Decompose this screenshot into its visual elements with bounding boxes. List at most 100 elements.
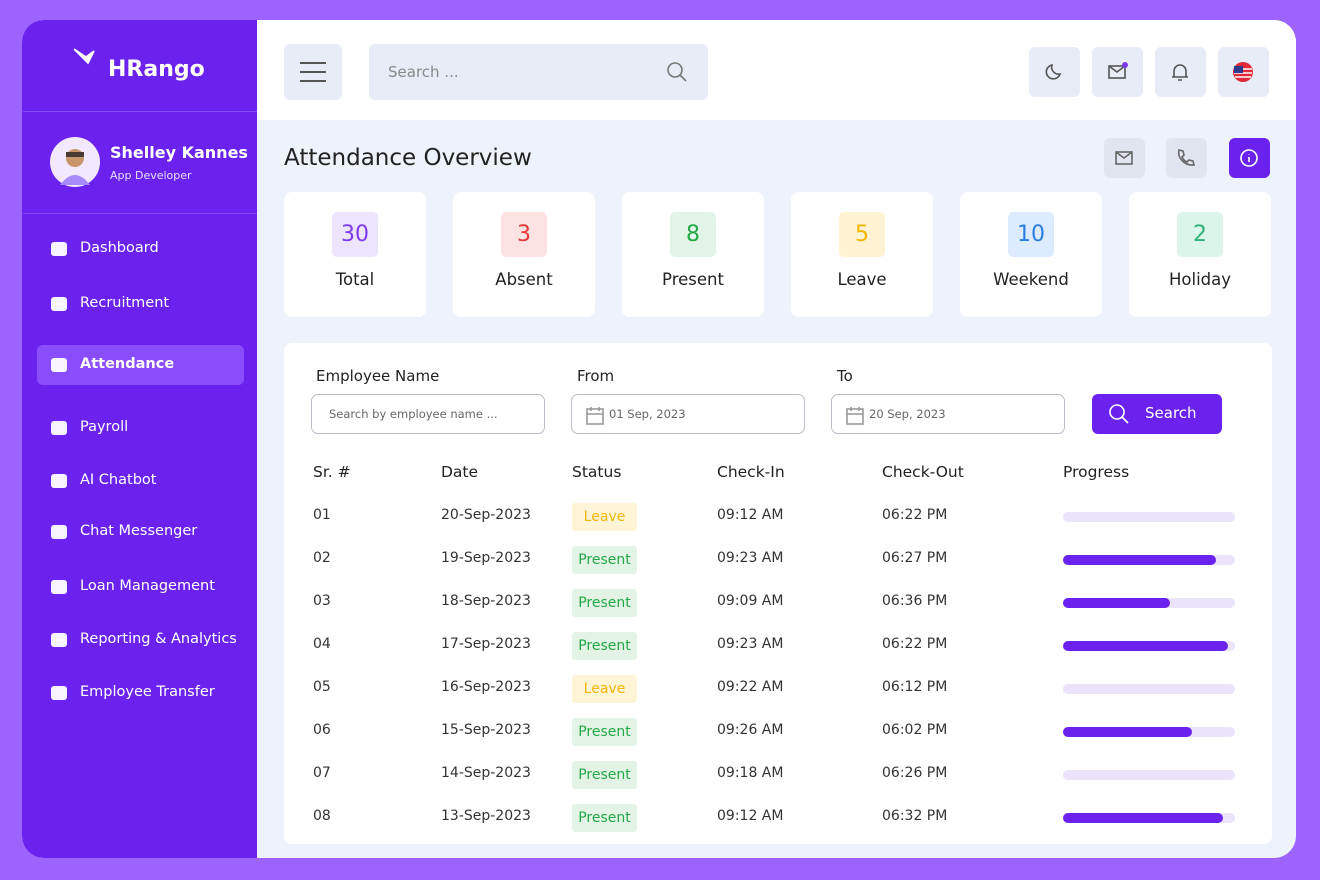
stat-badge: 10 [1008, 212, 1054, 257]
avatar [50, 137, 100, 187]
filter-label: Employee Name [316, 367, 440, 385]
filter-input[interactable]: 20 Sep, 2023 [831, 394, 1065, 434]
column-header: Status [572, 463, 622, 481]
cell-check-out: 06:32 PM [882, 808, 948, 824]
status-badge: Present [572, 546, 637, 574]
cell-check-out: 06:22 PM [882, 636, 948, 652]
search-icon [665, 60, 689, 88]
icon-wrap [1168, 60, 1192, 88]
cell-date: 19-Sep-2023 [441, 550, 531, 566]
divider [23, 111, 257, 112]
icon [846, 407, 864, 425]
progress-track [1063, 770, 1235, 780]
icon [586, 407, 604, 425]
cell-check-out: 06:12 PM [882, 679, 948, 695]
nav-item[interactable]: Reporting & Analytics [80, 631, 237, 647]
menu-button[interactable] [284, 44, 342, 100]
icon [1115, 151, 1133, 165]
cell-check-out: 06:02 PM [882, 722, 948, 738]
icon-wrap [1042, 60, 1066, 88]
stat-badge: 30 [332, 212, 378, 257]
cell-sr: 05 [313, 679, 331, 695]
icon-wrap [1105, 60, 1129, 88]
cell-check-in: 09:23 AM [717, 636, 784, 652]
column-header: Progress [1063, 463, 1130, 481]
nav-item[interactable]: Payroll [80, 419, 129, 435]
stat-card: 5 Leave [791, 192, 933, 317]
cell-sr: 01 [313, 507, 331, 523]
stat-label: Holiday [1168, 270, 1232, 289]
stat-label: Total [335, 270, 375, 289]
cell-check-in: 09:12 AM [717, 507, 784, 523]
nav-item[interactable]: Dashboard [80, 240, 159, 256]
cell-date: 14-Sep-2023 [441, 765, 531, 781]
cell-date: 17-Sep-2023 [441, 636, 531, 652]
nav-item[interactable]: Attendance [80, 356, 175, 372]
cell-check-in: 09:12 AM [717, 808, 784, 824]
user-name: Shelley Kannes [110, 143, 248, 162]
stat-badge: 2 [1177, 212, 1223, 257]
progress-fill [1063, 555, 1217, 565]
nav-item[interactable]: Employee Transfer [80, 684, 215, 700]
nav-icon [51, 297, 67, 311]
nav-icon [51, 580, 67, 594]
nav-icon [51, 633, 67, 647]
notification-button[interactable] [1155, 47, 1206, 97]
stat-card: 8 Present [622, 192, 764, 317]
nav-item[interactable]: Loan Management [80, 578, 215, 594]
icon [1177, 149, 1195, 166]
stat-label: Absent [495, 270, 553, 289]
stat-label: Present [662, 270, 724, 289]
cell-check-in: 09:23 AM [717, 550, 784, 566]
status-badge: Present [572, 632, 637, 660]
avatar-art [60, 149, 90, 185]
progress-track [1063, 641, 1235, 651]
filter-input-text: Search by employee name ... [329, 407, 498, 421]
icon-wrap [1174, 146, 1198, 174]
email-action[interactable] [1104, 138, 1145, 178]
nav-item[interactable]: Chat Messenger [80, 523, 198, 539]
theme-button[interactable] [1029, 47, 1080, 97]
cell-check-out: 06:36 PM [882, 593, 948, 609]
progress-fill [1063, 598, 1170, 608]
icon [1240, 149, 1258, 167]
info-action[interactable] [1229, 138, 1270, 178]
app-frame: HRango Shelley Kannes App Developer Dashboa… [22, 20, 1296, 858]
cell-check-in: 09:18 AM [717, 765, 784, 781]
calendar-icon [843, 404, 867, 432]
cell-sr: 08 [313, 808, 331, 824]
icon-wrap [1231, 60, 1255, 88]
icon [1108, 62, 1128, 79]
cell-sr: 03 [313, 593, 331, 609]
brand-name: HRango [108, 57, 205, 82]
icon [73, 48, 95, 65]
status-badge: Present [572, 804, 637, 832]
status-badge: Leave [572, 503, 637, 531]
stat-card: 30 Total [284, 192, 426, 317]
cell-check-out: 06:27 PM [882, 550, 948, 566]
stat-card: 2 Holiday [1129, 192, 1271, 317]
search-button[interactable]: Search [1092, 394, 1222, 434]
filter-input[interactable]: Search by employee name ... [311, 394, 545, 434]
stat-badge: 5 [839, 212, 885, 257]
cell-sr: 06 [313, 722, 331, 738]
cell-check-in: 09:22 AM [717, 679, 784, 695]
icon [1233, 62, 1253, 82]
nav-item[interactable]: AI Chatbot [80, 472, 157, 488]
nav-icon [51, 474, 67, 488]
call-action[interactable] [1166, 138, 1207, 178]
cell-check-out: 06:26 PM [882, 765, 948, 781]
search-box[interactable]: Search ... [369, 44, 708, 100]
stat-label: Leave [837, 270, 887, 289]
status-badge: Present [572, 761, 637, 789]
mail-button[interactable] [1092, 47, 1143, 97]
cell-date: 20-Sep-2023 [441, 507, 531, 523]
filter-input[interactable]: 01 Sep, 2023 [571, 394, 805, 434]
nav-icon [51, 525, 67, 539]
nav-item[interactable]: Recruitment [80, 295, 170, 311]
icon [1172, 64, 1188, 81]
progress-track [1063, 512, 1235, 522]
language-button[interactable] [1218, 47, 1269, 97]
progress-fill [1063, 641, 1229, 651]
